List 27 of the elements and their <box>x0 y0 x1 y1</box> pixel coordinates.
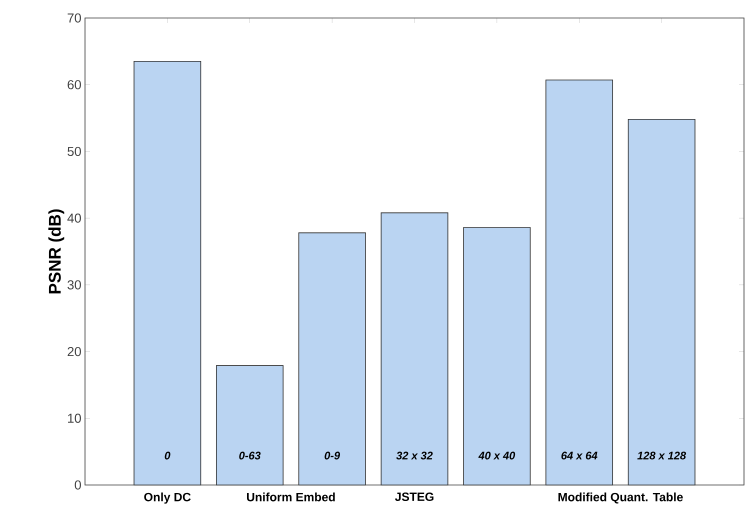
y-tick-label: 40 <box>67 214 81 223</box>
bar <box>380 212 448 486</box>
x-tick-label: 0-63 <box>239 452 261 460</box>
x-tick-label: 40 x 40 <box>478 452 516 460</box>
y-tick-label: 10 <box>68 414 81 423</box>
bar <box>216 365 284 486</box>
bar <box>628 118 696 486</box>
x-tick-label: 32 x 32 <box>396 452 433 460</box>
text: Modified Quant. Table <box>558 492 683 504</box>
x-tick-label: 128 x 128 <box>637 452 686 460</box>
text: Uniform Embed <box>246 492 335 502</box>
x-tick-label: 0 <box>164 452 170 460</box>
bar <box>298 232 366 486</box>
text: Only DC <box>144 492 191 504</box>
bar <box>134 60 202 486</box>
y-tick-label: 50 <box>68 146 81 156</box>
y-axis-title: PSNR (dB) <box>48 209 64 294</box>
x-tick-label: 0-9 <box>324 452 340 460</box>
x-tick-label: 64 x 64 <box>561 452 598 460</box>
y-tick-label: 70 <box>68 13 81 23</box>
y-tick-label: 20 <box>68 346 81 356</box>
bar <box>545 80 614 486</box>
bar <box>463 227 531 486</box>
text: JSTEG <box>395 492 434 502</box>
y-tick-label: 60 <box>68 80 81 90</box>
y-tick-label: 0 <box>74 480 81 490</box>
y-tick-label: 30 <box>68 280 81 290</box>
